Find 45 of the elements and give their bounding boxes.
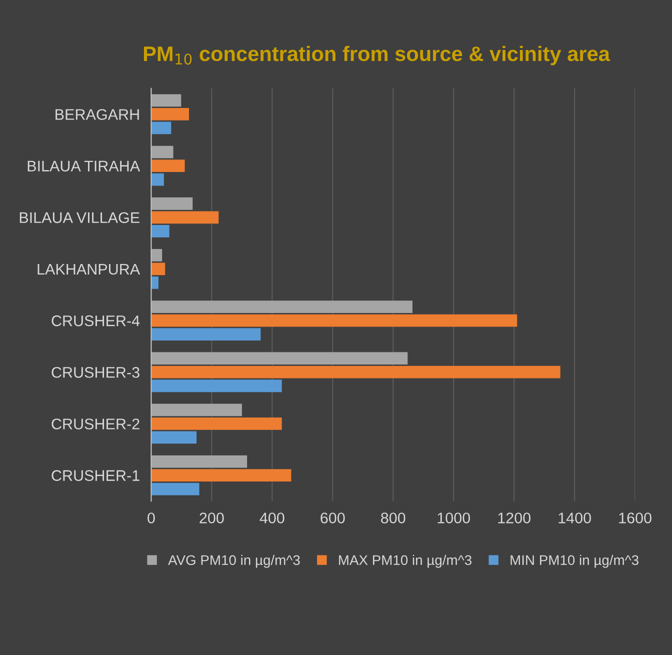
x-tick-label: 1200 <box>498 512 530 524</box>
y-tick-label: CRUSHER-3 <box>52 366 140 378</box>
y-tick-label: BERAGARH <box>56 109 139 120</box>
bar <box>151 276 158 289</box>
bar <box>151 160 185 172</box>
bar <box>151 482 200 496</box>
bar <box>151 197 193 210</box>
y-tick-label: CRUSHER-4 <box>52 315 140 326</box>
bar <box>151 404 242 416</box>
x-tick-label: 400 <box>260 512 284 524</box>
y-tick-label: BILAUA VILLAGE <box>20 212 140 224</box>
bar <box>151 366 560 378</box>
x-tick-label: 200 <box>200 512 224 524</box>
legend-label: AVG PM10 in µg/m^3 <box>168 554 300 568</box>
bar <box>151 108 189 120</box>
bar <box>151 146 174 158</box>
x-tick-label: 0 <box>148 512 155 524</box>
y-tick-label: LAKHANPURA <box>38 264 140 275</box>
bar <box>151 224 170 238</box>
bar <box>151 173 164 186</box>
x-tick-label: 1600 <box>619 512 652 524</box>
bar <box>151 431 197 444</box>
bar <box>151 314 518 327</box>
legend-label: MIN PM10 in µg/m^3 <box>510 554 638 568</box>
bar <box>151 211 219 224</box>
x-tick-label: 1400 <box>558 512 591 524</box>
bar <box>151 455 248 468</box>
y-tick-label: CRUSHER-2 <box>52 418 140 430</box>
bar <box>151 249 162 262</box>
bar <box>151 300 412 313</box>
bar <box>151 418 282 430</box>
y-tick-label: CRUSHER-1 <box>52 470 140 481</box>
x-tick-label: 800 <box>381 512 406 524</box>
chart-title: PM$_{10}$ concentration from source & vicinity area <box>144 46 610 66</box>
bar <box>151 328 261 340</box>
bar <box>151 94 182 107</box>
bar <box>151 380 282 392</box>
x-tick-label: 600 <box>320 512 345 524</box>
bar <box>151 352 408 365</box>
bar <box>151 469 292 482</box>
bar <box>151 262 166 276</box>
legend-label: MAX PM10 in µg/m^3 <box>339 554 472 568</box>
x-tick-label: 1000 <box>438 512 470 524</box>
y-tick-label: BILAUA TIRAHA <box>28 160 140 172</box>
bar <box>151 122 172 134</box>
